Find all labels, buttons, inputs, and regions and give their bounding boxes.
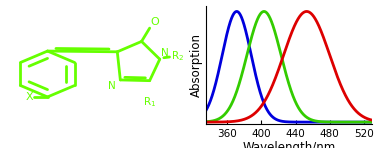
Y-axis label: Absorption: Absorption — [190, 33, 203, 97]
Text: O: O — [151, 17, 160, 27]
Text: R$_2$: R$_2$ — [171, 49, 184, 63]
Text: X: X — [25, 92, 33, 102]
Text: N: N — [161, 48, 169, 58]
Text: R$_1$: R$_1$ — [143, 95, 156, 109]
Text: N: N — [107, 81, 115, 91]
X-axis label: Wavelength/nm: Wavelength/nm — [243, 141, 336, 148]
